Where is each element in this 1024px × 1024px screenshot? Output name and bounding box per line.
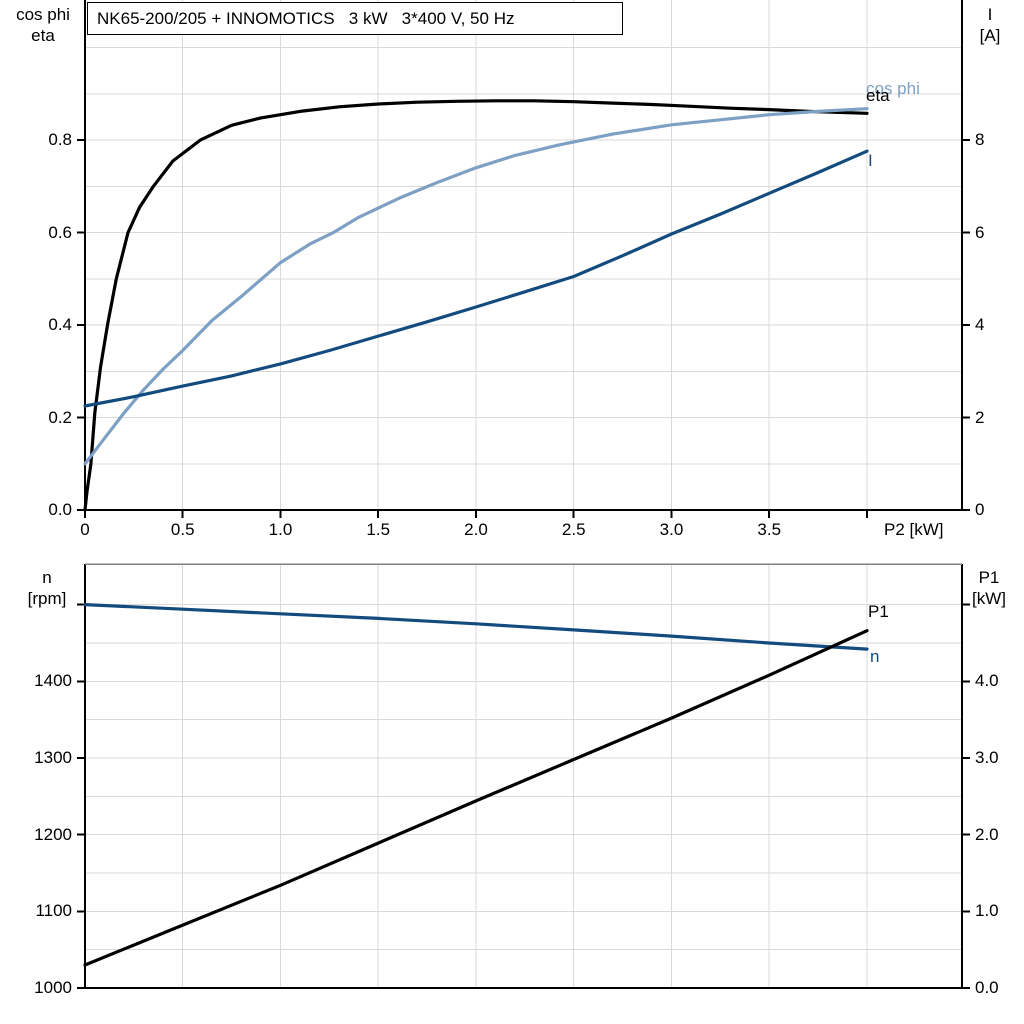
y-right-tick-label: 0.0: [975, 978, 999, 997]
curve-label-eta: eta: [866, 86, 890, 105]
plot-frame: [84, 563, 963, 989]
x-tick-label: 3.0: [659, 520, 684, 539]
curve-label-cos-phi: cos phi: [866, 79, 920, 98]
y-right-tick-label: 4.0: [975, 671, 999, 691]
axis-title-speed: n: [42, 568, 52, 587]
chart-title-box: NK65-200/205 + INNOMOTICS 3 kW 3*400 V, …: [87, 2, 623, 35]
chart-title: NK65-200/205 + INNOMOTICS 3 kW 3*400 V, …: [97, 8, 515, 28]
x-tick-label: 0: [80, 520, 90, 539]
x-tick-label: 2.0: [464, 520, 488, 539]
axis-title-speed-unit: [rpm]: [27, 589, 67, 608]
y-right-tick-label: 3.0: [975, 747, 999, 767]
y-right-tick-label: 0: [975, 500, 985, 519]
chart-motor-performance-curves: [77, 0, 970, 518]
x-tick-label: 1.5: [366, 520, 391, 539]
bottom-left-axis-title: n [rpm]: [14, 567, 80, 609]
axis-title-cos-phi: cos phi: [16, 5, 70, 24]
top-right-axis-title: I [A]: [966, 4, 1014, 46]
y-left-tick-label: 0.4: [48, 315, 72, 335]
axis-title-p1: P1: [978, 568, 1000, 587]
y-left-tick-label: 1300: [34, 747, 72, 767]
chart-speed-and-input-power-curves: [77, 563, 970, 989]
curve-cos-phi: [83, 107, 869, 466]
curve-speed: [83, 602, 869, 651]
curve-input-power: [83, 629, 869, 967]
curve-eta: [83, 99, 869, 512]
y-left-tick-label: 1100: [35, 901, 72, 921]
y-left-tick-label: 0.8: [48, 130, 72, 150]
curve-current: [83, 149, 869, 408]
gridlines: [85, 564, 962, 988]
y-right-tick-label: 2: [975, 407, 985, 427]
x-axis-unit-label: P2 [kW]: [884, 520, 944, 539]
y-left-tick-label: 1400: [34, 671, 72, 691]
axis-title-eta: eta: [31, 26, 55, 45]
axis-ticks: [77, 603, 970, 989]
x-tick-label: 2.5: [561, 520, 586, 539]
y-right-tick-label: 4: [975, 315, 985, 335]
axis-ticks: [77, 139, 970, 518]
y-right-tick-label: 2.0: [975, 824, 999, 844]
y-right-tick-label: 6: [975, 222, 985, 242]
x-tick-label: 0.5: [170, 520, 195, 539]
axis-title-current: I: [987, 5, 993, 24]
curve-label-p1: P1: [868, 602, 889, 621]
y-left-tick-label: 1000: [34, 978, 72, 997]
bottom-right-axis-title: P1 [kW]: [958, 567, 1020, 609]
y-left-tick-label: 1200: [34, 824, 72, 844]
axis-title-p1-unit: [kW]: [972, 589, 1006, 608]
y-left-tick-label: 0.0: [48, 500, 72, 519]
y-right-tick-label: 8: [975, 130, 985, 150]
y-left-tick-label: 0.6: [48, 222, 72, 242]
y-right-tick-label: 1.0: [975, 901, 999, 921]
curve-label-current: I: [868, 151, 873, 170]
curve-label-n: n: [870, 647, 880, 666]
axis-title-current-unit: [A]: [979, 26, 1001, 45]
gridlines: [85, 0, 962, 510]
y-left-tick-label: 0.2: [48, 407, 72, 427]
plot-frame: [84, 0, 963, 511]
top-left-axis-title: cos phi eta: [6, 4, 80, 46]
x-tick-label: 3.5: [757, 520, 782, 539]
x-tick-label: 1.0: [268, 520, 293, 539]
